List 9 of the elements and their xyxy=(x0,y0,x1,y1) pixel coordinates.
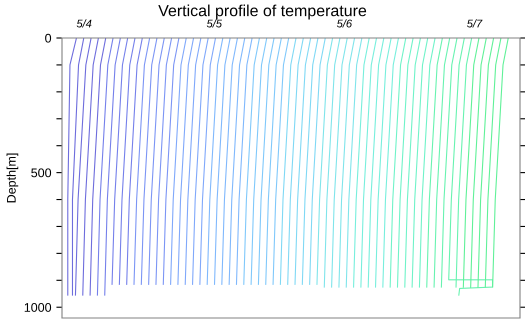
chart-title: Vertical profile of temperature xyxy=(158,4,366,20)
y-tick-label: 0 xyxy=(45,34,52,43)
x-tick-label: 5/6 xyxy=(336,19,352,28)
x-tick-label: 5/4 xyxy=(76,19,92,28)
x-tick-label: 5/5 xyxy=(206,19,222,28)
x-tick-label: 5/7 xyxy=(466,19,483,28)
y-axis-title: Depth[m] xyxy=(6,154,18,202)
y-tick-label: 500 xyxy=(31,168,52,178)
y-tick-label: 1000 xyxy=(24,303,52,312)
